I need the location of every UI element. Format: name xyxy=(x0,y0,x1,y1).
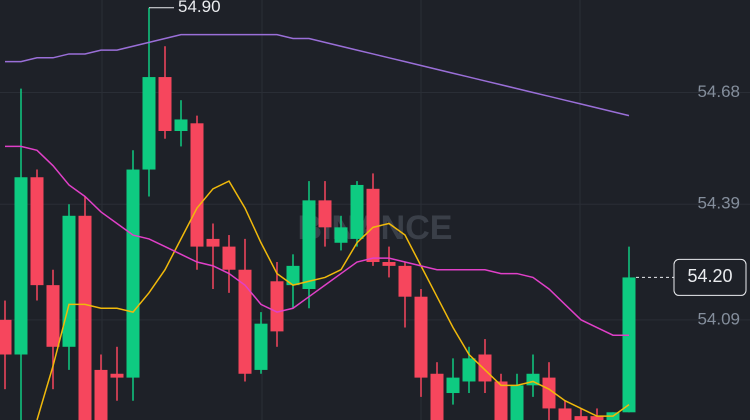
y-tick-label: 54.68 xyxy=(697,82,740,101)
candle-body xyxy=(190,123,204,247)
candle-body xyxy=(478,354,492,382)
candle-body xyxy=(494,381,508,420)
candle-body xyxy=(334,227,348,243)
ma-line xyxy=(5,145,629,336)
last-price-box xyxy=(673,258,747,296)
candle-body xyxy=(382,262,396,266)
candle-body xyxy=(318,200,332,228)
candle-body xyxy=(126,169,140,378)
ma-line xyxy=(36,180,630,420)
candle-body xyxy=(270,281,284,332)
candle-body xyxy=(302,200,316,289)
candle-body xyxy=(14,177,28,355)
candle-body xyxy=(510,385,524,420)
y-tick-label: 54.39 xyxy=(697,194,740,213)
candle-body xyxy=(206,238,220,247)
candle-body xyxy=(254,323,268,370)
candle-body xyxy=(366,188,380,263)
candle-body xyxy=(222,246,236,270)
last-price-label: 54.20 xyxy=(687,266,732,286)
high-marker-label: 54.90 xyxy=(178,0,221,16)
candle-body xyxy=(238,269,252,374)
candle-body xyxy=(446,377,460,394)
candle-body xyxy=(350,184,364,239)
candle-body xyxy=(94,369,108,420)
y-tick-label: 54.09 xyxy=(697,309,740,328)
candle-body xyxy=(398,265,412,297)
candle-body xyxy=(542,377,556,409)
candle-body xyxy=(430,373,444,420)
candle-body xyxy=(174,119,188,132)
candle-body xyxy=(414,296,428,378)
candle-body xyxy=(46,285,60,347)
candle-body xyxy=(590,416,604,420)
candle-body xyxy=(142,77,156,170)
ma-line xyxy=(5,33,630,117)
candle-body xyxy=(158,77,172,132)
candle-body xyxy=(574,416,588,420)
candle-body xyxy=(462,358,476,382)
candle-body xyxy=(286,265,300,286)
candle-body xyxy=(0,319,12,355)
candle-body xyxy=(110,373,124,378)
candle-body xyxy=(62,215,76,347)
candle-body xyxy=(558,408,572,420)
candle-body xyxy=(30,177,44,286)
candle-body xyxy=(622,277,636,413)
candle-body xyxy=(526,373,540,386)
candle-body xyxy=(78,215,92,420)
